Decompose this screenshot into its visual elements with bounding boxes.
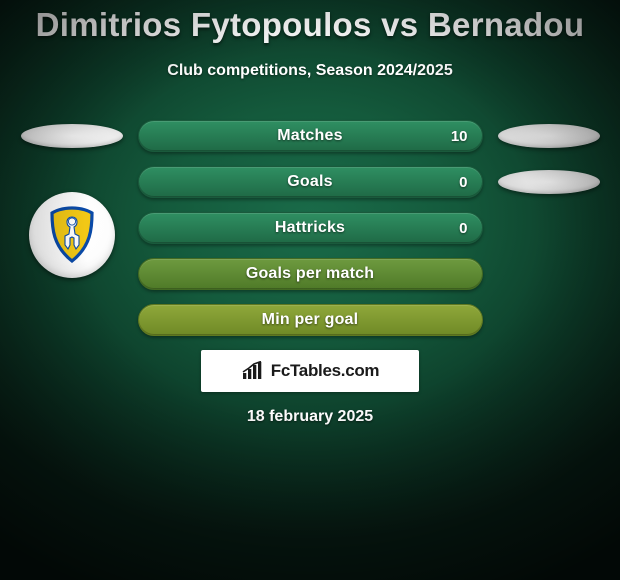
right-slot bbox=[483, 124, 615, 148]
stat-bar-goals: Goals 0 bbox=[138, 166, 483, 198]
page-title: Dimitrios Fytopoulos vs Bernadou bbox=[0, 6, 620, 44]
right-slot bbox=[483, 170, 615, 194]
stat-bar-label: Matches bbox=[139, 127, 482, 145]
subtitle: Club competitions, Season 2024/2025 bbox=[0, 62, 620, 80]
right-ellipse bbox=[498, 170, 600, 194]
barchart-icon bbox=[241, 361, 265, 381]
stat-bar-label: Hattricks bbox=[139, 219, 482, 237]
shield-icon bbox=[48, 206, 96, 264]
left-slot bbox=[6, 124, 138, 148]
stat-row: Min per goal bbox=[0, 304, 620, 336]
stat-bar-goals-per-match: Goals per match bbox=[138, 258, 483, 290]
right-ellipse bbox=[498, 124, 600, 148]
stat-bar-value: 10 bbox=[451, 128, 468, 145]
stat-bar-matches: Matches 10 bbox=[138, 120, 483, 152]
stat-row: Goals 0 bbox=[0, 166, 620, 198]
stat-bar-label: Goals per match bbox=[139, 265, 482, 283]
left-ellipse bbox=[21, 124, 123, 148]
stat-bar-value: 0 bbox=[459, 174, 467, 191]
brand-box[interactable]: FcTables.com bbox=[201, 350, 419, 392]
club-badge bbox=[29, 192, 115, 278]
date-line: 18 february 2025 bbox=[0, 408, 620, 426]
stat-rows: Matches 10 bbox=[0, 120, 620, 336]
brand-text: FcTables.com bbox=[271, 361, 380, 381]
stat-bar-min-per-goal: Min per goal bbox=[138, 304, 483, 336]
stat-bar-hattricks: Hattricks 0 bbox=[138, 212, 483, 244]
stat-bar-value: 0 bbox=[459, 220, 467, 237]
stat-bar-label: Goals bbox=[139, 173, 482, 191]
stat-bar-label: Min per goal bbox=[139, 311, 482, 329]
stat-row: Matches 10 bbox=[0, 120, 620, 152]
